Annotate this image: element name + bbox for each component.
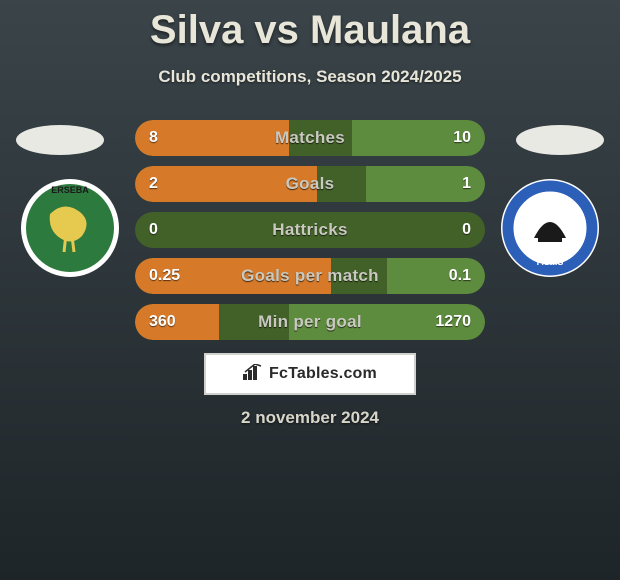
right-club-badge: P.S.I.S (500, 178, 600, 278)
stat-value-right: 10 (453, 120, 471, 156)
left-player-placeholder (16, 125, 104, 155)
right-player-placeholder (516, 125, 604, 155)
right-player-slot (500, 115, 620, 165)
stat-value-right: 0 (462, 212, 471, 248)
date-label: 2 november 2024 (0, 408, 620, 428)
stat-label: Goals (135, 166, 485, 202)
stat-value-left: 360 (149, 304, 176, 340)
stat-row: Goals per match0.25 0.1 (135, 258, 485, 294)
comparison-stats: Matches8 10 Goals2 1 Hattricks0 0 Goals per ma… (135, 120, 485, 350)
stat-value-right: 1 (462, 166, 471, 202)
watermark[interactable]: FcTables.com (204, 353, 416, 395)
stat-row: Hattricks0 0 (135, 212, 485, 248)
left-badge-text: ERSEBA (51, 185, 89, 195)
stat-label: Hattricks (135, 212, 485, 248)
left-player-slot (0, 115, 120, 165)
stat-label: Matches (135, 120, 485, 156)
stat-row: Matches8 10 (135, 120, 485, 156)
stat-value-right: 0.1 (449, 258, 471, 294)
page-title: Silva vs Maulana (0, 0, 620, 53)
chart-icon (243, 364, 263, 385)
stat-label: Min per goal (135, 304, 485, 340)
watermark-text: FcTables.com (269, 365, 377, 383)
stat-value-left: 2 (149, 166, 158, 202)
stat-value-left: 0.25 (149, 258, 180, 294)
stat-row: Min per goal360 1270 (135, 304, 485, 340)
right-badge-text: P.S.I.S (537, 257, 564, 267)
left-club-badge: ERSEBA (20, 178, 120, 278)
stat-value-right: 1270 (435, 304, 471, 340)
stat-label: Goals per match (135, 258, 485, 294)
stat-value-left: 0 (149, 212, 158, 248)
stat-value-left: 8 (149, 120, 158, 156)
stat-row: Goals2 1 (135, 166, 485, 202)
page-subtitle: Club competitions, Season 2024/2025 (0, 67, 620, 87)
